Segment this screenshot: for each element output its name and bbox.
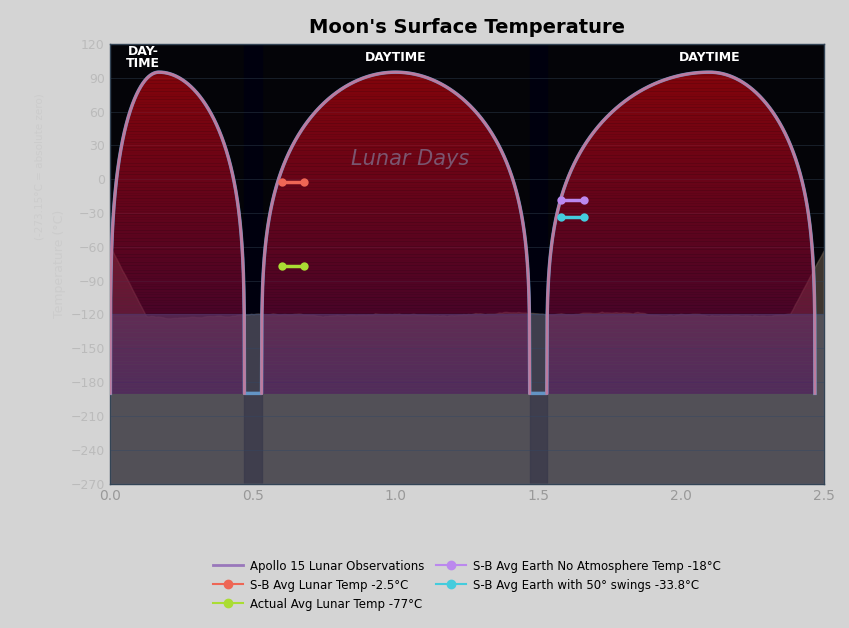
Legend: Apollo 15 Lunar Observations, S-B Avg Lunar Temp -2.5°C, Actual Avg Lunar Temp -: Apollo 15 Lunar Observations, S-B Avg Lu… — [209, 555, 725, 615]
Text: (-273.15°C = absolute zero): (-273.15°C = absolute zero) — [34, 94, 44, 241]
Text: DAYTIME: DAYTIME — [678, 51, 740, 64]
Point — [275, 177, 289, 187]
Bar — [530, 44, 547, 484]
Point — [275, 261, 289, 271]
Title: Moon's Surface Temperature: Moon's Surface Temperature — [309, 18, 625, 37]
Y-axis label: Temperature (°C): Temperature (°C) — [53, 210, 66, 318]
Point — [554, 212, 568, 222]
Point — [577, 195, 591, 205]
Text: DAY-
TIME: DAY- TIME — [127, 45, 160, 70]
Point — [297, 177, 311, 187]
Point — [554, 195, 568, 205]
Text: DAYTIME: DAYTIME — [365, 51, 426, 64]
Bar — [110, 315, 824, 484]
Point — [577, 212, 591, 222]
Point — [297, 261, 311, 271]
Bar — [245, 44, 261, 484]
Text: Lunar Days: Lunar Days — [351, 149, 469, 169]
